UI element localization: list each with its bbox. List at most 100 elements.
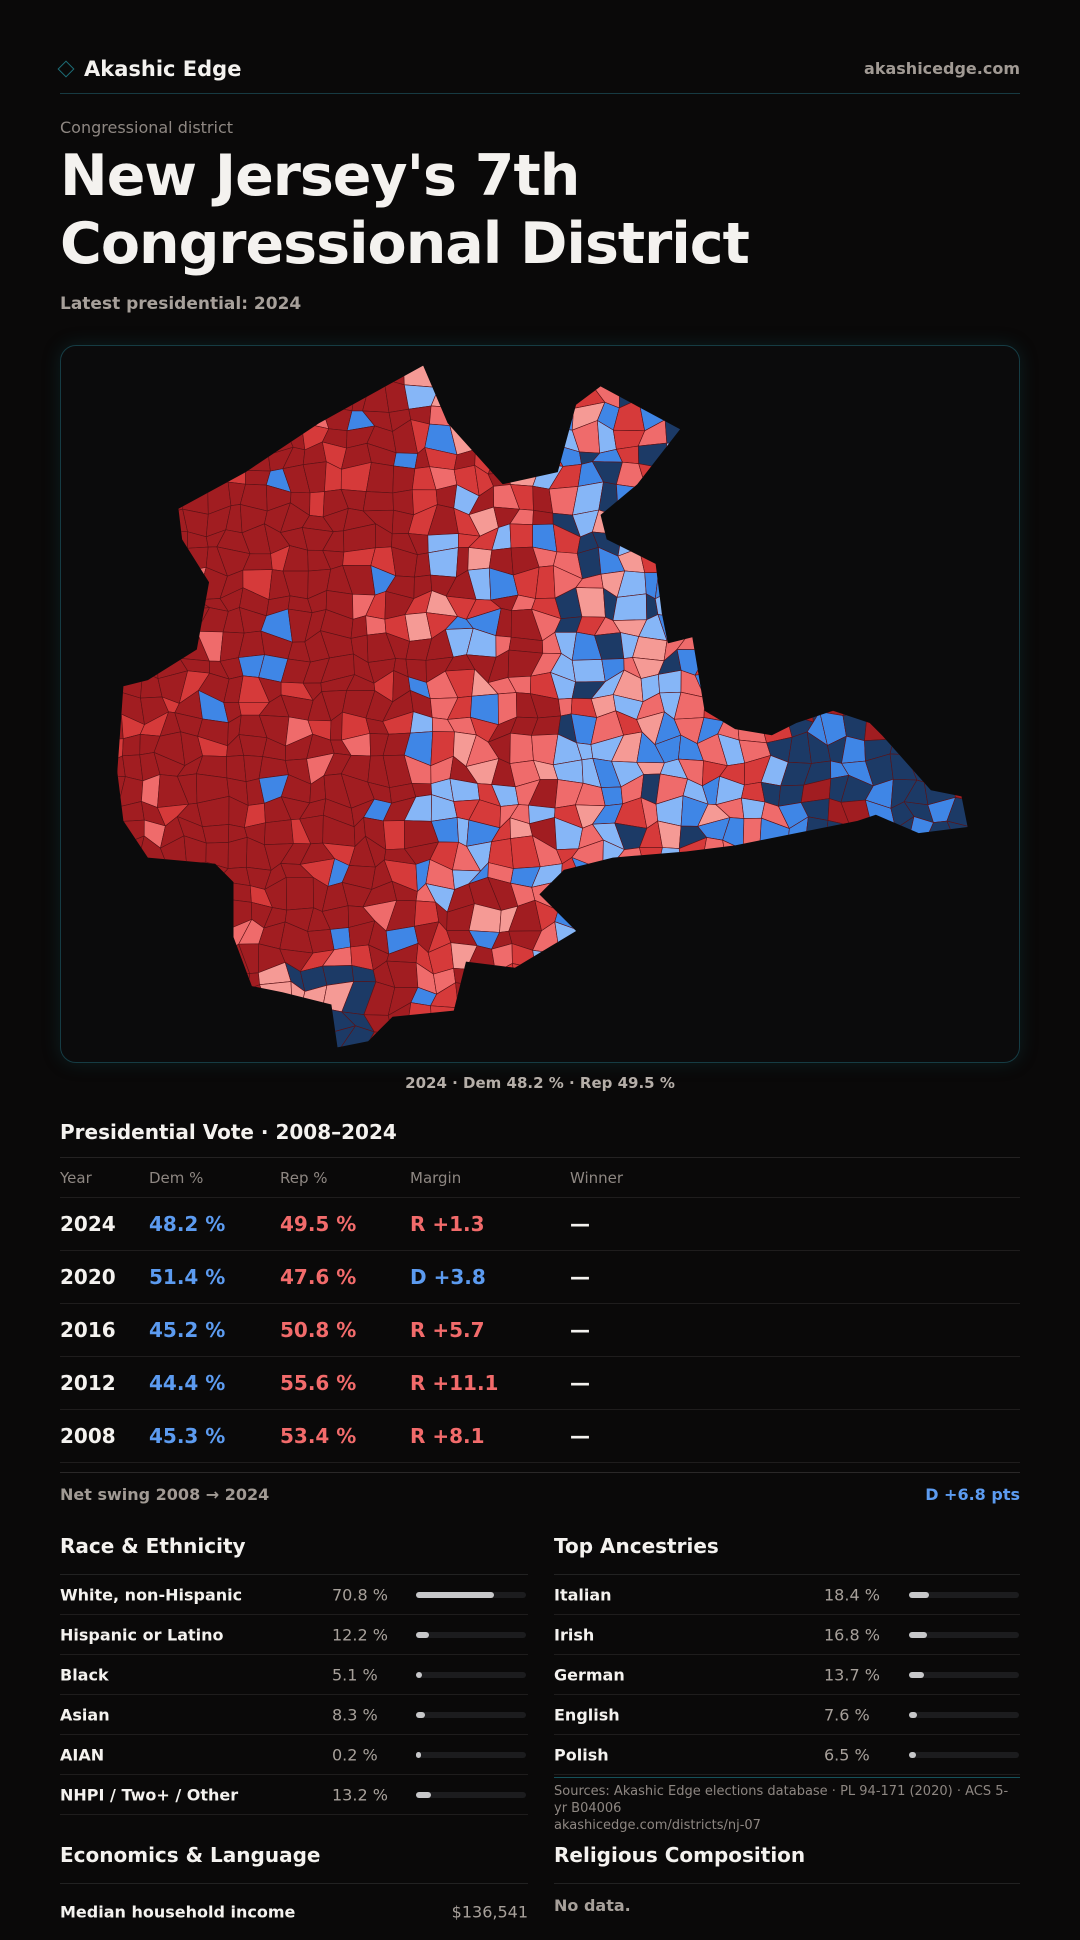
precinct[interactable] — [179, 878, 208, 913]
precinct[interactable] — [113, 650, 148, 674]
precinct[interactable] — [722, 442, 751, 475]
precinct[interactable] — [137, 510, 165, 533]
precinct[interactable] — [136, 487, 169, 515]
precinct[interactable] — [871, 481, 896, 516]
precinct[interactable] — [576, 941, 604, 974]
precinct[interactable] — [743, 632, 762, 661]
precinct[interactable] — [697, 504, 727, 528]
precinct[interactable] — [683, 898, 708, 934]
precinct[interactable] — [798, 483, 832, 517]
precinct[interactable] — [618, 882, 644, 910]
precinct[interactable] — [508, 377, 543, 410]
precinct[interactable] — [694, 649, 729, 676]
precinct[interactable] — [944, 961, 972, 991]
precinct[interactable] — [445, 381, 477, 411]
precinct[interactable] — [842, 426, 869, 447]
precinct[interactable] — [467, 547, 493, 571]
precinct[interactable] — [740, 346, 766, 361]
precinct[interactable] — [702, 886, 726, 908]
precinct[interactable] — [530, 1034, 559, 1058]
precinct[interactable] — [221, 470, 246, 485]
precinct[interactable] — [719, 421, 751, 452]
precinct[interactable] — [429, 346, 454, 372]
precinct[interactable] — [573, 1029, 601, 1053]
precinct[interactable] — [177, 1024, 204, 1048]
precinct[interactable] — [180, 566, 207, 601]
precinct[interactable] — [910, 460, 929, 494]
precinct[interactable] — [784, 902, 814, 921]
precinct[interactable] — [873, 877, 895, 909]
precinct[interactable] — [675, 504, 708, 528]
precinct[interactable] — [660, 504, 677, 535]
precinct[interactable] — [160, 925, 190, 952]
precinct[interactable] — [142, 649, 159, 680]
precinct[interactable] — [869, 360, 895, 389]
precinct[interactable] — [571, 659, 606, 683]
precinct[interactable] — [579, 346, 604, 365]
precinct[interactable] — [906, 633, 934, 656]
precinct[interactable] — [762, 887, 786, 903]
precinct[interactable] — [780, 407, 811, 433]
precinct[interactable] — [600, 786, 623, 807]
precinct[interactable] — [934, 1014, 959, 1038]
precinct[interactable] — [266, 399, 294, 421]
precinct[interactable] — [847, 884, 875, 909]
precinct[interactable] — [826, 632, 854, 657]
precinct[interactable] — [742, 817, 762, 850]
precinct[interactable] — [177, 422, 208, 443]
precinct[interactable] — [736, 715, 767, 744]
precinct[interactable] — [362, 378, 390, 413]
precinct[interactable] — [215, 406, 252, 429]
precinct[interactable] — [851, 1008, 877, 1035]
precinct[interactable] — [757, 424, 793, 456]
precinct[interactable] — [780, 428, 812, 456]
precinct[interactable] — [486, 422, 519, 453]
precinct[interactable] — [891, 631, 913, 658]
precinct[interactable] — [888, 834, 918, 863]
precinct[interactable] — [675, 587, 699, 619]
precinct[interactable] — [884, 1022, 918, 1049]
precinct[interactable] — [114, 1022, 145, 1057]
precinct[interactable] — [466, 968, 496, 986]
precinct[interactable] — [615, 1034, 643, 1048]
precinct[interactable] — [681, 1014, 710, 1030]
precinct[interactable] — [694, 378, 720, 410]
precinct[interactable] — [114, 570, 145, 600]
precinct[interactable] — [143, 1029, 169, 1058]
precinct[interactable] — [614, 987, 636, 1014]
precinct[interactable] — [740, 359, 768, 389]
precinct[interactable] — [558, 698, 573, 717]
precinct[interactable] — [491, 367, 512, 392]
precinct[interactable] — [582, 985, 601, 1011]
precinct[interactable] — [809, 406, 835, 429]
precinct[interactable] — [744, 403, 770, 426]
precinct[interactable] — [406, 1025, 436, 1056]
precinct[interactable] — [889, 753, 918, 781]
precinct[interactable] — [93, 572, 120, 600]
precinct[interactable] — [507, 446, 542, 474]
precinct[interactable] — [114, 450, 147, 474]
precinct[interactable] — [204, 346, 222, 367]
precinct[interactable] — [908, 533, 930, 558]
precinct[interactable] — [365, 462, 394, 494]
precinct[interactable] — [656, 901, 688, 925]
precinct[interactable] — [777, 529, 805, 557]
precinct[interactable] — [784, 918, 813, 949]
precinct[interactable] — [767, 404, 789, 433]
precinct[interactable] — [700, 962, 729, 987]
site-link[interactable]: akashicedge.com — [864, 59, 1020, 78]
precinct[interactable] — [703, 693, 725, 722]
precinct[interactable] — [634, 1026, 667, 1054]
precinct[interactable] — [870, 821, 897, 838]
precinct[interactable] — [717, 902, 746, 930]
precinct[interactable] — [951, 878, 973, 900]
precinct[interactable] — [656, 1002, 689, 1028]
precinct[interactable] — [227, 419, 252, 450]
precinct[interactable] — [882, 507, 911, 534]
precinct[interactable] — [470, 402, 490, 424]
precinct[interactable] — [804, 847, 827, 866]
precinct[interactable] — [780, 966, 809, 994]
precinct[interactable] — [952, 608, 973, 641]
precinct[interactable] — [656, 366, 689, 388]
brand-link[interactable]: Akashic Edge — [57, 57, 241, 81]
